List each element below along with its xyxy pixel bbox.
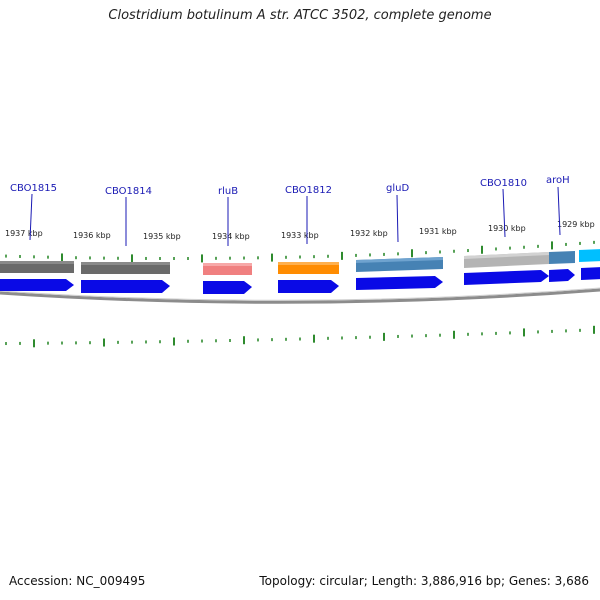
gene-label-rlub[interactable]: rluB (218, 186, 238, 197)
accession-text: Accession: NC_009495 (9, 574, 146, 588)
gene-bar-partial[interactable] (579, 249, 600, 262)
gene-bar-highlight (81, 262, 170, 265)
gene-leader-line (502, 188, 506, 238)
genome-title: Clostridium botulinum A str. ATCC 3502, … (108, 8, 492, 23)
kbp-label[interactable]: 1934 kbp (212, 232, 250, 241)
gene-bar-highlight (0, 261, 74, 264)
kbp-label[interactable]: 1931 kbp (419, 227, 457, 236)
cds-arrow[interactable] (549, 269, 575, 282)
gene-bar-highlight (464, 252, 549, 259)
gene-label-cbo1814[interactable]: CBO1814 (105, 186, 152, 197)
kbp-scale: 1937 kbp 1936 kbp 1935 kbp 1934 kbp 1933… (5, 220, 595, 241)
cds-arrow[interactable] (464, 270, 549, 285)
kbp-label[interactable]: 1937 kbp (5, 229, 43, 238)
cds-arrow[interactable] (81, 280, 170, 293)
kbp-label[interactable]: 1930 kbp (488, 224, 526, 233)
gene-bar-aroh[interactable] (549, 251, 575, 264)
cds-arrow[interactable] (581, 267, 600, 280)
gene-label-track: CBO1815 CBO1814 rluB CBO1812 gluD CBO181… (10, 175, 570, 246)
kbp-label[interactable]: 1935 kbp (143, 232, 181, 241)
gene-bar-highlight (356, 257, 443, 263)
kbp-label[interactable]: 1936 kbp (73, 231, 111, 240)
kbp-label[interactable]: 1933 kbp (281, 231, 319, 240)
kbp-label[interactable]: 1932 kbp (350, 229, 388, 238)
genome-backbone (0, 288, 600, 304)
gene-label-cbo1815[interactable]: CBO1815 (10, 183, 57, 194)
gene-leader-line (557, 186, 561, 236)
cds-arrow[interactable] (203, 281, 252, 294)
cds-track (0, 267, 600, 294)
cds-arrow[interactable] (356, 276, 443, 290)
topology-text: Topology: circular; Length: 3,886,916 bp… (259, 574, 589, 588)
gene-label-cbo1812[interactable]: CBO1812 (285, 185, 332, 196)
outer-tick-row (5, 240, 595, 263)
gene-leader-line (29, 193, 33, 241)
inner-tick-row (5, 325, 595, 348)
gene-bar-highlight (278, 262, 339, 265)
gene-track (0, 249, 600, 275)
gene-label-aroh[interactable]: aroH (546, 175, 570, 186)
gene-leader-line (396, 194, 399, 243)
gene-bar-highlight (203, 263, 252, 266)
cds-arrow[interactable] (0, 279, 74, 291)
cds-arrow[interactable] (278, 280, 339, 293)
kbp-label[interactable]: 1929 kbp (557, 220, 595, 229)
genome-backbone-highlight (0, 287, 600, 301)
gene-label-glud[interactable]: gluD (386, 183, 409, 194)
gene-label-cbo1810[interactable]: CBO1810 (480, 178, 527, 189)
